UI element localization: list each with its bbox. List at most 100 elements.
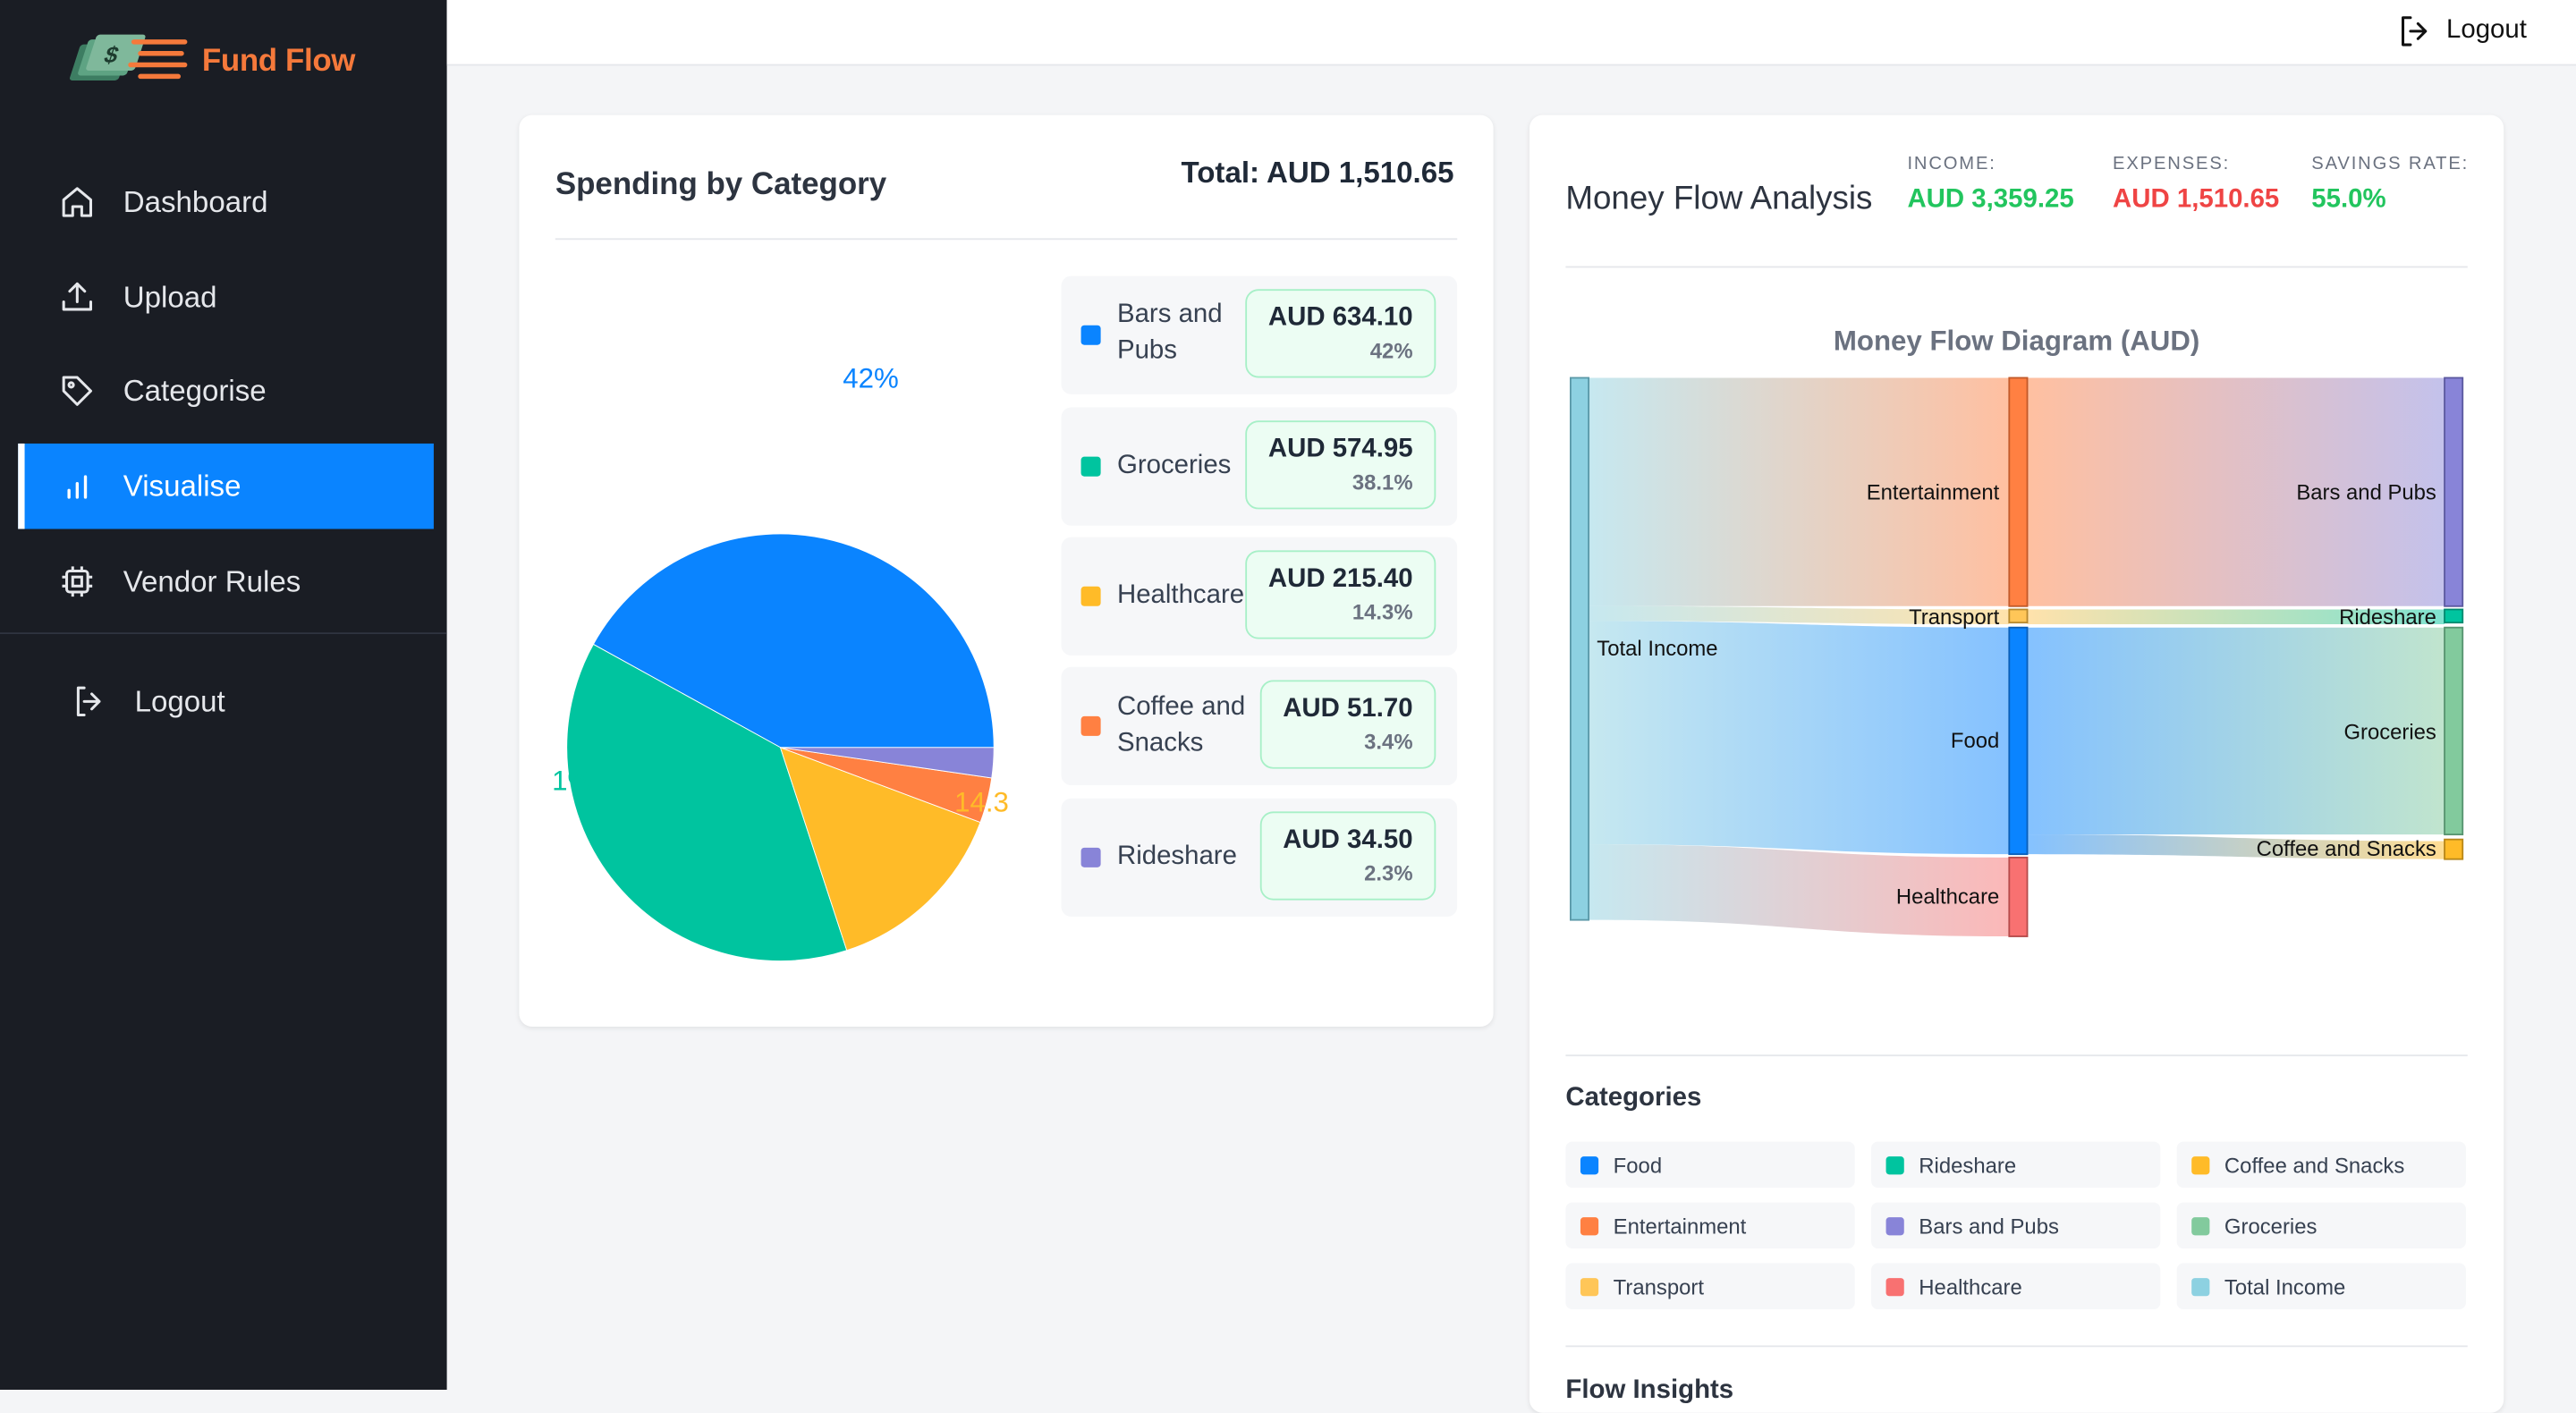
amount-badge: AUD 51.70 3.4%: [1259, 680, 1436, 769]
percent-value: 14.3%: [1352, 599, 1413, 625]
pie-slice-rideshare[interactable]: [780, 747, 995, 779]
pie-slice-bars-and-pubs[interactable]: [592, 533, 995, 749]
pie-slice-healthcare[interactable]: [779, 747, 981, 952]
bar-chart-icon: [57, 467, 97, 506]
category-chip-healthcare[interactable]: Healthcare: [1871, 1263, 2161, 1309]
legend-label: Coffee and Snacks: [1116, 693, 1246, 757]
legend-item-bars-and-pubs[interactable]: Bars and Pubs AUD 634.10 42%: [1061, 275, 1458, 394]
category-chip-coffee-and-snacks[interactable]: Coffee and Snacks: [2176, 1141, 2466, 1189]
flow-insights-title: Flow Insights: [1565, 1376, 1734, 1405]
sankey-label-coffee-and-snacks: Coffee and Snacks: [2257, 837, 2436, 861]
pie-chart: [566, 533, 995, 962]
amount-badge: AUD 215.40 14.3%: [1245, 550, 1436, 639]
expenses-stat: EXPENSES: AUD 1,510.65: [2113, 155, 2279, 216]
sankey-node-entertainment[interactable]: [2008, 377, 2029, 607]
topbar-logout-label: Logout: [2446, 16, 2527, 45]
category-label: Bars and Pubs: [1919, 1213, 2059, 1239]
savings-value: 55.0%: [2311, 185, 2386, 214]
category-label: Coffee and Snacks: [2224, 1152, 2405, 1178]
legend-label: Groceries: [1116, 452, 1232, 480]
pie-label-healthcare: 14.3: [954, 786, 1009, 818]
sankey-label-rideshare: Rideshare: [2339, 605, 2436, 630]
category-swatch: [1580, 1277, 1599, 1296]
sidebar-item-visualise[interactable]: Visualise: [18, 443, 434, 529]
sidebar-item-categorise[interactable]: Categorise: [18, 348, 427, 434]
sidebar-item-label: Dashboard: [123, 184, 268, 218]
category-chip-entertainment[interactable]: Entertainment: [1565, 1202, 1855, 1249]
legend-swatch: [1080, 847, 1101, 867]
sankey-node-bars-and-pubs[interactable]: [2444, 377, 2464, 607]
category-chip-total-income[interactable]: Total Income: [2176, 1263, 2466, 1309]
logout-icon: [69, 681, 108, 721]
money-flow-title: Money Flow Analysis: [1565, 181, 1873, 217]
brand[interactable]: $ Fund Flow: [65, 30, 355, 95]
savings-stat: SAVINGS RATE: 55.0%: [2311, 155, 2469, 216]
divider: [1565, 1345, 2468, 1348]
sidebar-item-upload[interactable]: Upload: [18, 255, 427, 341]
tag-icon: [57, 371, 97, 410]
sankey-node-total-income[interactable]: [1569, 377, 1590, 921]
sankey-node-groceries[interactable]: [2444, 626, 2464, 836]
flow-link-food-coffee: [2027, 834, 2445, 859]
sankey-label-total-income: Total Income: [1597, 637, 1717, 661]
percent-value: 38.1%: [1352, 470, 1413, 495]
logout-icon: [2397, 13, 2433, 49]
sankey-node-coffee-and-snacks[interactable]: [2444, 838, 2464, 860]
legend-item-coffee-and-snacks[interactable]: Coffee and Snacks AUD 51.70 3.4%: [1061, 666, 1458, 786]
legend-item-healthcare[interactable]: Healthcare AUD 215.40 14.3%: [1061, 537, 1458, 656]
flow-link-food-groceries: [2027, 627, 2445, 835]
pie-slice-groceries[interactable]: [566, 643, 848, 962]
divider: [1565, 1054, 2468, 1057]
category-chip-groceries[interactable]: Groceries: [2176, 1202, 2466, 1249]
legend-label: Rideshare: [1116, 842, 1237, 871]
category-swatch: [1885, 1277, 1904, 1296]
flow-link-income-entertainment: [1589, 377, 2010, 606]
amount-value: AUD 574.95: [1267, 435, 1413, 464]
pie-label-bars: 42%: [843, 362, 899, 394]
sidebar-item-dashboard[interactable]: Dashboard: [18, 159, 427, 245]
amount-badge: AUD 574.95 38.1%: [1245, 420, 1436, 510]
legend-item-groceries[interactable]: Groceries AUD 574.95 38.1%: [1061, 407, 1458, 526]
money-flow-card: Money Flow Analysis INCOME: AUD 3,359.25…: [1529, 114, 2504, 1413]
amount-badge: AUD 634.10 42%: [1245, 289, 1436, 378]
sidebar-logout-button[interactable]: Logout: [65, 664, 225, 739]
sankey-label-food: Food: [1951, 729, 1999, 753]
chip-icon: [57, 562, 97, 601]
category-label: Entertainment: [1613, 1213, 1747, 1239]
category-swatch: [2191, 1155, 2210, 1174]
category-label: Healthcare: [1919, 1273, 2022, 1299]
sankey-node-food[interactable]: [2008, 626, 2029, 856]
sidebar-item-vendor-rules[interactable]: Vendor Rules: [18, 538, 427, 624]
percent-value: 42%: [1369, 338, 1413, 363]
sidebar-divider: [0, 632, 447, 635]
sidebar-item-label: Upload: [123, 280, 217, 313]
legend-item-rideshare[interactable]: Rideshare AUD 34.50 2.3%: [1061, 798, 1458, 917]
percent-value: 3.4%: [1364, 729, 1413, 755]
legend-label: Healthcare: [1116, 581, 1245, 610]
topbar-logout-button[interactable]: Logout: [2397, 13, 2527, 49]
flow-link-income-healthcare: [1589, 844, 2010, 937]
savings-label: SAVINGS RATE:: [2311, 154, 2470, 174]
legend-swatch: [1080, 715, 1101, 736]
sidebar: $ Fund Flow Dashboard Upload: [0, 0, 447, 1391]
category-swatch: [1885, 1155, 1904, 1174]
sidebar-item-label: Categorise: [123, 373, 267, 407]
topbar: Logout: [446, 0, 2576, 66]
category-chip-bars-and-pubs[interactable]: Bars and Pubs: [1871, 1202, 2161, 1249]
pie-label-groceries: 1%: [552, 765, 593, 797]
spending-total: Total: AUD 1,510.65: [1181, 156, 1454, 190]
amount-value: AUD 215.40: [1267, 564, 1413, 594]
sankey-label-transport: Transport: [1909, 605, 2000, 630]
legend-label: Bars and Pubs: [1116, 300, 1223, 365]
flow-link-income-food: [1589, 621, 2010, 855]
sankey-node-rideshare[interactable]: [2444, 608, 2464, 624]
category-swatch: [1580, 1155, 1599, 1174]
sankey-node-transport[interactable]: [2008, 608, 2029, 624]
category-chip-food[interactable]: Food: [1565, 1141, 1855, 1189]
amount-badge: AUD 34.50 2.3%: [1259, 811, 1436, 901]
sankey-node-healthcare[interactable]: [2008, 856, 2029, 937]
category-chip-rideshare[interactable]: Rideshare: [1871, 1141, 2161, 1189]
category-label: Food: [1613, 1152, 1663, 1178]
category-chip-transport[interactable]: Transport: [1565, 1263, 1855, 1309]
category-label: Groceries: [2224, 1213, 2318, 1239]
